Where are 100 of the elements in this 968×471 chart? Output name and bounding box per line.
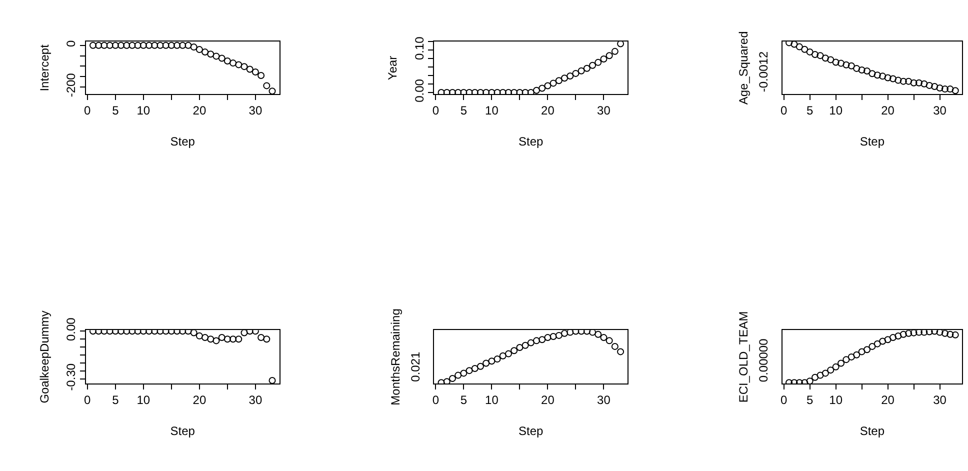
point [578, 67, 585, 74]
point [522, 89, 529, 94]
x-tick-label: 30 [933, 104, 947, 118]
point [90, 42, 96, 49]
point [838, 60, 845, 67]
x-tick-label: 10 [136, 104, 150, 118]
point [476, 89, 484, 94]
x-axis-title: Step [170, 134, 196, 149]
point [454, 372, 462, 379]
point [600, 334, 608, 342]
point [884, 336, 892, 344]
point [555, 332, 562, 339]
point [879, 338, 886, 345]
point [112, 42, 119, 49]
point [550, 80, 557, 87]
point [448, 89, 456, 94]
point [240, 63, 248, 70]
x-tick-label: 30 [597, 393, 611, 408]
point [884, 74, 892, 82]
point [910, 79, 918, 86]
point [838, 360, 845, 367]
point [941, 86, 948, 93]
x-tick-label: 20 [192, 104, 206, 118]
x-tick-label: 0 [780, 104, 788, 118]
point [589, 62, 596, 69]
point [915, 79, 922, 86]
point [796, 43, 803, 50]
x-tick-label: 10 [485, 104, 499, 118]
point [190, 44, 198, 51]
y-axis-title: GoalkeepDummy [37, 310, 52, 404]
point [488, 358, 496, 365]
point [533, 337, 540, 344]
x-axis-title: Step [518, 424, 544, 438]
point [212, 52, 220, 60]
point [900, 330, 907, 338]
point [816, 52, 824, 60]
point [499, 352, 506, 360]
point [842, 356, 850, 364]
y-tick-label: 0 [64, 40, 78, 47]
point [915, 330, 922, 336]
point [926, 330, 933, 336]
x-tick-label: 0 [780, 393, 788, 408]
point [946, 330, 954, 338]
point [858, 66, 866, 74]
point [168, 42, 175, 49]
point [488, 89, 496, 94]
point [853, 64, 860, 72]
y-axis-title: Age_Squared [736, 31, 751, 105]
point [879, 72, 886, 80]
point [848, 62, 855, 70]
point [471, 364, 478, 372]
point [905, 78, 912, 85]
point [594, 58, 602, 66]
point [842, 61, 850, 68]
point [858, 348, 866, 356]
point [527, 89, 534, 94]
x-tick-label: 20 [881, 393, 895, 408]
point [889, 334, 896, 342]
point [499, 89, 506, 94]
point [894, 332, 902, 340]
point [816, 372, 824, 379]
point [460, 370, 468, 377]
point [510, 347, 518, 354]
x-tick-label: 5 [112, 393, 120, 408]
point [224, 57, 231, 64]
point [263, 82, 270, 90]
point [538, 336, 546, 344]
point [443, 89, 450, 94]
point [920, 330, 928, 336]
point [952, 331, 959, 338]
point [936, 330, 944, 336]
point [812, 374, 819, 381]
point [123, 42, 130, 49]
x-tick-label: 0 [84, 393, 92, 408]
x-tick-label: 5 [460, 393, 468, 408]
point [471, 89, 478, 94]
point [606, 52, 613, 60]
point [594, 330, 602, 338]
x-tick-label: 20 [881, 104, 895, 118]
point [533, 86, 540, 94]
point [207, 50, 214, 58]
point [900, 78, 907, 85]
point [448, 374, 456, 382]
point [202, 48, 209, 56]
point [555, 77, 562, 84]
text: -0.0012 [756, 51, 771, 92]
point [174, 42, 181, 49]
point [561, 330, 568, 337]
text: 0.021 [408, 351, 422, 382]
y-tick-label: -0.30 [64, 363, 78, 391]
point [268, 88, 276, 94]
point [516, 89, 524, 94]
point [118, 42, 125, 49]
point [460, 89, 468, 94]
point [827, 366, 834, 374]
y-axis-title: ECI_OLD_TEAM [736, 311, 751, 403]
point [874, 72, 881, 79]
point [832, 58, 840, 66]
y-axis-title: MonthsRemaining [388, 308, 402, 406]
point [827, 56, 834, 64]
